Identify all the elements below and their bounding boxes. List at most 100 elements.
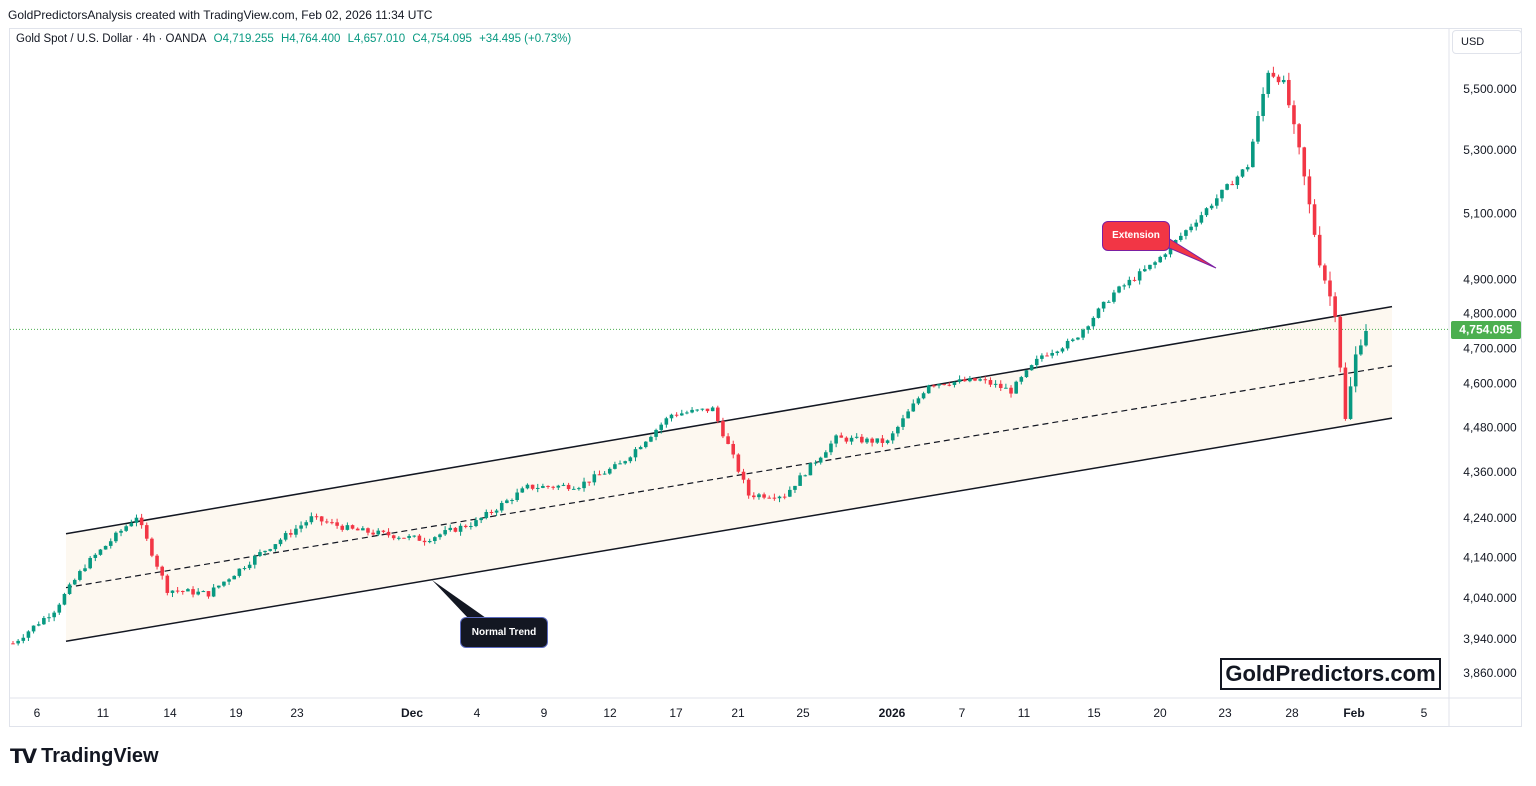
candle-body [1240,169,1245,177]
candle-body [638,447,643,450]
candle-body [340,525,345,530]
candle-body [397,537,401,539]
candle-body [335,522,339,526]
candle-body [510,500,514,502]
candle-body [1153,262,1157,265]
time-axis-tick-label: 15 [1087,706,1101,720]
symbol-label[interactable]: Gold Spot / U.S. Dollar · 4h · OANDA [16,33,207,45]
price-axis-tick-label: 4,800.000 [1463,307,1517,321]
price-axis-tick-label: 4,700.000 [1463,341,1517,355]
price-axis-tick-label: 5,500.000 [1463,82,1517,96]
candle-body [993,383,998,385]
price-axis-tick-label: 3,860.000 [1463,666,1517,680]
candle-body [314,516,319,518]
candle-body [1019,377,1024,382]
candle-body [489,511,494,513]
candle-body [705,408,710,412]
candle-body [798,475,802,486]
candle-body [222,581,226,586]
candle-body [1276,76,1281,83]
candle-body [1189,226,1193,231]
candle-body [52,612,56,618]
candle-body [139,517,144,526]
normal-trend-callout[interactable]: Normal Trend [460,617,548,648]
candle-body [679,413,684,416]
candle-body [530,484,535,489]
candle-body [319,516,324,522]
candle-body [710,407,715,412]
candle-body [556,485,561,488]
channel-upper-line[interactable] [65,305,1393,535]
time-axis-tick-label: 9 [541,706,548,720]
candle-body [649,436,653,442]
candle-body [391,535,396,539]
candle-body [808,463,813,476]
candle-body [417,535,422,541]
candle-body [119,530,123,533]
tradingview-logo-text: TradingView [41,745,159,767]
candle-body [1230,184,1235,186]
candle-body [1225,184,1229,190]
candle-body [36,624,41,626]
candle-body [695,409,700,411]
candle-body [654,429,658,437]
channel-fill [66,306,1392,642]
candle-body [294,528,298,535]
watermark-label: GoldPredictors.com [1220,658,1441,690]
price-axis-tick-label: 4,140.000 [1463,550,1517,564]
candle-body [165,575,170,593]
candle-body [1184,230,1188,236]
candle-body [453,527,458,532]
candle-body [587,481,591,483]
candle-body [78,571,82,580]
candle-body [124,526,128,531]
candle-body [1281,79,1286,83]
time-axis-tick-label: 25 [796,706,810,720]
candle-body [129,522,134,527]
time-axis-tick-label: 28 [1285,706,1299,720]
candle-body [962,379,967,382]
candle-body [345,525,350,530]
candle-body [191,589,195,595]
time-axis-tick-label: 4 [474,706,481,720]
candle-body [448,527,453,531]
candle-body [1137,271,1142,281]
candle-body [813,462,818,464]
candle-body [896,426,900,434]
tradingview-logo[interactable]: 𝗧𝗩 TradingView [10,744,159,769]
candle-body [1364,331,1368,346]
candle-body [186,589,190,592]
candle-body [824,452,828,458]
candle-body [1112,292,1116,302]
candle-body [1209,205,1214,209]
candle-body [57,604,62,613]
candle-body [515,492,519,501]
candle-body [412,535,417,537]
candle-body [875,438,880,443]
time-axis-tick-label: 11 [1018,706,1031,720]
candle-body [932,385,936,387]
candle-body [196,591,200,595]
candle-body [741,471,746,480]
currency-selector[interactable]: USD [1452,30,1522,54]
channel-mid-line[interactable] [65,365,1393,589]
candle-body [42,617,46,625]
candle-body [505,500,509,503]
candle-body [566,484,571,490]
candle-body [685,412,689,414]
candle-body [1117,286,1121,293]
candle-body [690,409,694,413]
candle-body [304,522,309,526]
candle-body [427,541,432,543]
candle-body [865,438,869,443]
candle-body [674,414,679,416]
channel-lower-line[interactable] [65,417,1393,643]
candle-body [289,533,293,535]
extension-callout[interactable]: Extension [1102,221,1170,251]
candle-body [1014,381,1018,394]
candle-body [782,496,787,498]
candle-body [860,436,864,443]
candle-body [268,549,273,551]
high-value: H4,764.400 [280,33,341,45]
candle-body [1215,198,1219,206]
